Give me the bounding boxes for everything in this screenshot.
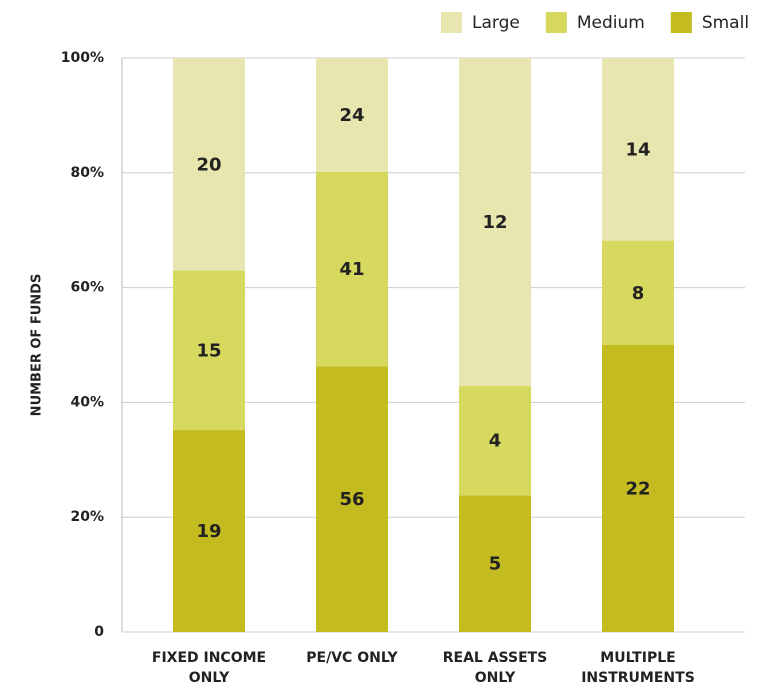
y-tick-label: 0 xyxy=(94,624,104,640)
bar-segment xyxy=(602,58,674,241)
x-tick-label: FIXED INCOME ONLY xyxy=(151,650,267,686)
bar-segment xyxy=(459,386,531,496)
y-tick-label: 40% xyxy=(70,394,104,410)
y-tick-label: 80% xyxy=(70,165,104,181)
y-tick-label: 60% xyxy=(70,280,104,296)
data-label: 24 xyxy=(339,105,364,126)
data-label: 56 xyxy=(339,489,364,510)
legend-swatch xyxy=(670,12,692,33)
data-label: 41 xyxy=(339,259,364,280)
data-label: 20 xyxy=(196,154,221,175)
bar-segment xyxy=(173,58,245,271)
bar-segment xyxy=(316,171,388,367)
legend-swatch xyxy=(545,12,567,33)
bar-segment xyxy=(316,58,388,172)
x-tick-label: MULTIPLE INSTRUMENTS xyxy=(581,650,695,686)
legend-label: Medium xyxy=(577,13,645,33)
data-label: 14 xyxy=(625,139,650,160)
bar-segment xyxy=(602,240,674,345)
data-label: 4 xyxy=(489,431,502,452)
data-label: 12 xyxy=(482,212,507,233)
bar-segment xyxy=(173,430,245,632)
bar-segment xyxy=(316,366,388,632)
bar-segment xyxy=(602,345,674,632)
data-label: 5 xyxy=(489,554,502,575)
legend-swatch xyxy=(441,12,462,33)
data-label: 8 xyxy=(632,283,645,304)
y-axis-label: NUMBER OF FUNDS xyxy=(30,274,45,417)
data-label: 19 xyxy=(196,521,221,542)
bar-segment xyxy=(173,270,245,431)
bar-segment xyxy=(459,58,531,386)
data-label: 22 xyxy=(625,479,650,500)
x-tick-label: PE/VC ONLY xyxy=(306,650,398,666)
legend-label: Small xyxy=(702,13,749,33)
legend-label: Large xyxy=(472,13,520,33)
x-tick-label: REAL ASSETS ONLY xyxy=(442,650,548,686)
y-tick-label: 100% xyxy=(61,50,104,66)
y-tick-label: 20% xyxy=(70,509,104,525)
data-label: 15 xyxy=(196,340,221,361)
bar-segment xyxy=(459,495,531,632)
